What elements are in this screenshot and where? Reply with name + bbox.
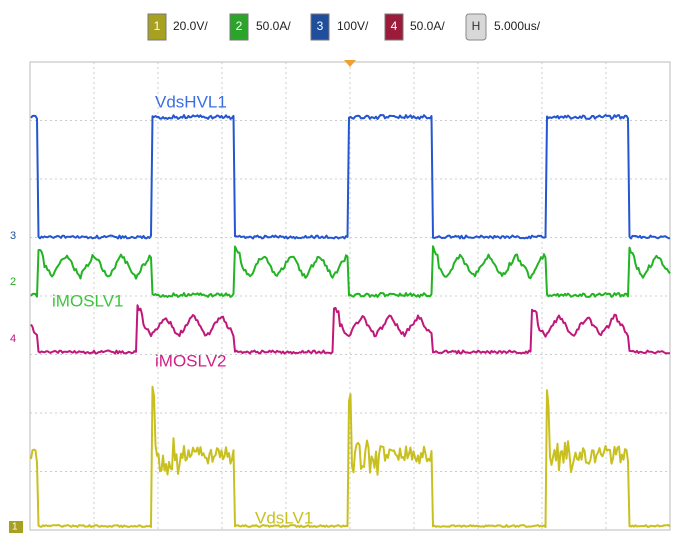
waveform	[30, 245, 671, 298]
ch1-marker-box	[9, 521, 23, 533]
ch3-number: 3	[317, 19, 324, 33]
trace-label: iMOSLV1	[52, 291, 124, 310]
ch3-scale: 100V/	[337, 19, 369, 33]
timebase-label: H	[472, 19, 481, 33]
ch1-marker: 1	[12, 522, 18, 533]
trace-label: VdsHVL1	[155, 92, 227, 111]
timebase-scale: 5.000us/	[494, 19, 541, 33]
ch1-number: 1	[154, 19, 161, 33]
ch4-scale: 50.0A/	[410, 19, 445, 33]
ch3-badge	[310, 13, 330, 41]
waveform	[30, 304, 670, 355]
channel-settings: 1 20.0V/ 2 50.0A/ 3 100V/ 4 50.0A/ H 5.0…	[147, 13, 541, 41]
trace-label: iMOSLV2	[155, 351, 227, 370]
waveform	[30, 114, 671, 240]
trigger-marker	[344, 60, 356, 67]
timebase-badge	[465, 13, 487, 41]
ch4-number: 4	[391, 19, 398, 33]
ch1-badge	[147, 13, 167, 41]
waveforms	[30, 114, 671, 528]
ch2-scale: 50.0A/	[256, 19, 291, 33]
ch2-marker: 2	[10, 276, 16, 288]
ch4-badge	[384, 13, 404, 41]
ch1-scale: 20.0V/	[173, 19, 208, 33]
waveform	[30, 385, 671, 528]
ch2-badge	[229, 13, 249, 41]
ch3-marker: 3	[10, 230, 16, 242]
trace-label: VdsLV1	[255, 508, 313, 527]
ch2-number: 2	[236, 19, 243, 33]
channel-markers: 3 2 4 1	[9, 230, 23, 533]
ch4-marker: 4	[10, 333, 16, 345]
